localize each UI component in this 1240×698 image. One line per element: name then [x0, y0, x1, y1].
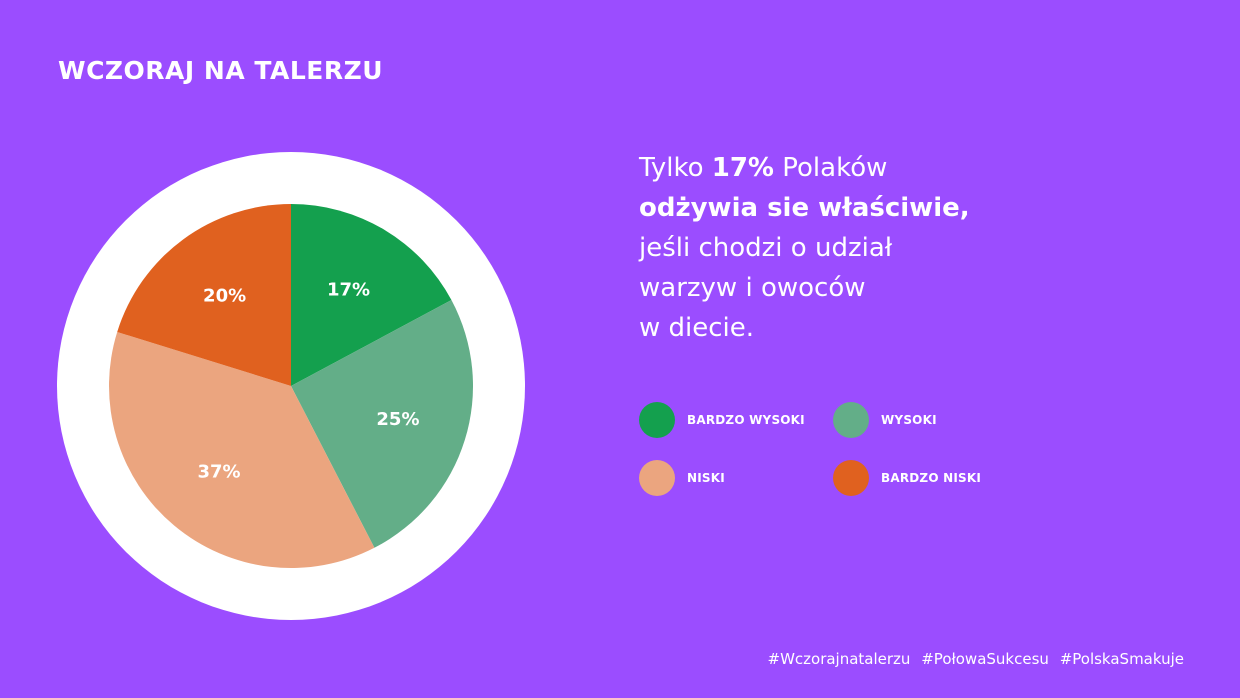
headline-part-3: jeśli chodzi o udział — [639, 233, 893, 263]
hashtag[interactable]: #Wczorajnatalerzu — [767, 650, 911, 668]
hashtag[interactable]: #PołowaSukcesu — [921, 650, 1049, 668]
pie-slice-label: 20% — [203, 285, 246, 306]
page-title: WCZORAJ NA TALERZU — [58, 56, 384, 85]
legend-label: BARDZO NISKI — [881, 471, 982, 485]
headline-text: Tylko 17% Polaków odżywia sie właściwie,… — [639, 148, 1059, 348]
headline-part-2: Polaków — [773, 153, 888, 183]
legend-label: WYSOKI — [881, 413, 937, 427]
pie-slice-label: 25% — [376, 409, 419, 430]
pie-slice-label: 17% — [327, 279, 370, 300]
legend-label: BARDZO WYSOKI — [687, 413, 805, 427]
pie-chart: 17% 25% 37% 20% — [57, 152, 525, 620]
pie-slice-bardzo-wysoki — [291, 204, 452, 386]
legend-item-niski: NISKI — [639, 460, 725, 496]
pie-slice-bardzo-niski — [117, 204, 291, 386]
hashtag[interactable]: #PolskaSmakuje — [1059, 650, 1184, 668]
legend-label: NISKI — [687, 471, 725, 485]
legend-item-wysoki: WYSOKI — [833, 402, 937, 438]
headline-part-5: w diecie. — [639, 313, 755, 343]
pie-slice-label: 37% — [197, 461, 240, 482]
headline-highlight-percent: 17% — [711, 153, 774, 183]
pie-labels: 17% 25% 37% 20% — [197, 279, 419, 482]
legend-swatch — [833, 402, 869, 438]
chart-legend: BARDZO WYSOKI WYSOKI NISKI BARDZO NISKI — [639, 402, 1039, 502]
pie-slice-wysoki — [291, 300, 474, 548]
pie-slices — [108, 204, 474, 568]
hashtags: #Wczorajnatalerzu #PołowaSukcesu #Polska… — [762, 650, 1185, 668]
legend-item-bardzo-niski: BARDZO NISKI — [833, 460, 981, 496]
legend-swatch — [639, 460, 675, 496]
headline-highlight-phrase: odżywia sie właściwie, — [639, 193, 970, 223]
headline-part-4: warzyw i owoców — [639, 273, 866, 303]
headline-part-1: Tylko — [639, 153, 712, 183]
legend-swatch — [833, 460, 869, 496]
pie-slice-niski — [108, 331, 375, 568]
legend-item-bardzo-wysoki: BARDZO WYSOKI — [639, 402, 805, 438]
legend-swatch — [639, 402, 675, 438]
